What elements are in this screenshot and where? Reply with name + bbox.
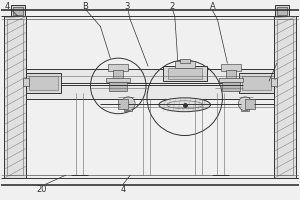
Bar — [124, 97, 132, 111]
Text: 3: 3 — [124, 2, 130, 11]
Bar — [168, 68, 202, 79]
Bar — [11, 5, 25, 16]
Bar — [222, 82, 240, 91]
Bar — [226, 70, 236, 79]
Text: A: A — [209, 2, 215, 11]
Bar — [113, 70, 123, 79]
Bar — [180, 59, 190, 63]
Bar — [118, 99, 128, 109]
Bar — [241, 97, 249, 111]
Bar — [219, 78, 243, 82]
Bar — [7, 19, 23, 175]
Bar — [175, 61, 195, 68]
Bar — [163, 66, 206, 81]
Bar — [271, 78, 277, 86]
Text: B: B — [82, 2, 88, 11]
Bar — [277, 7, 287, 15]
Bar — [221, 64, 241, 71]
Bar — [13, 7, 23, 15]
Circle shape — [121, 97, 135, 111]
Bar — [275, 5, 289, 16]
Bar — [26, 69, 274, 83]
Bar — [274, 16, 296, 178]
Bar — [109, 82, 127, 91]
Bar — [26, 73, 61, 93]
Circle shape — [238, 97, 252, 111]
Ellipse shape — [159, 98, 211, 112]
Text: 2: 2 — [170, 2, 175, 11]
Bar — [242, 76, 271, 90]
Bar — [29, 76, 58, 90]
Bar — [23, 78, 29, 86]
Text: 4: 4 — [4, 2, 9, 11]
Bar — [108, 64, 128, 71]
Text: 20: 20 — [36, 185, 46, 194]
Bar — [245, 99, 255, 109]
Bar — [106, 78, 130, 82]
Bar — [26, 85, 274, 99]
Text: 4: 4 — [120, 185, 125, 194]
Bar — [239, 73, 274, 93]
Bar — [4, 16, 26, 178]
Bar — [277, 19, 293, 175]
